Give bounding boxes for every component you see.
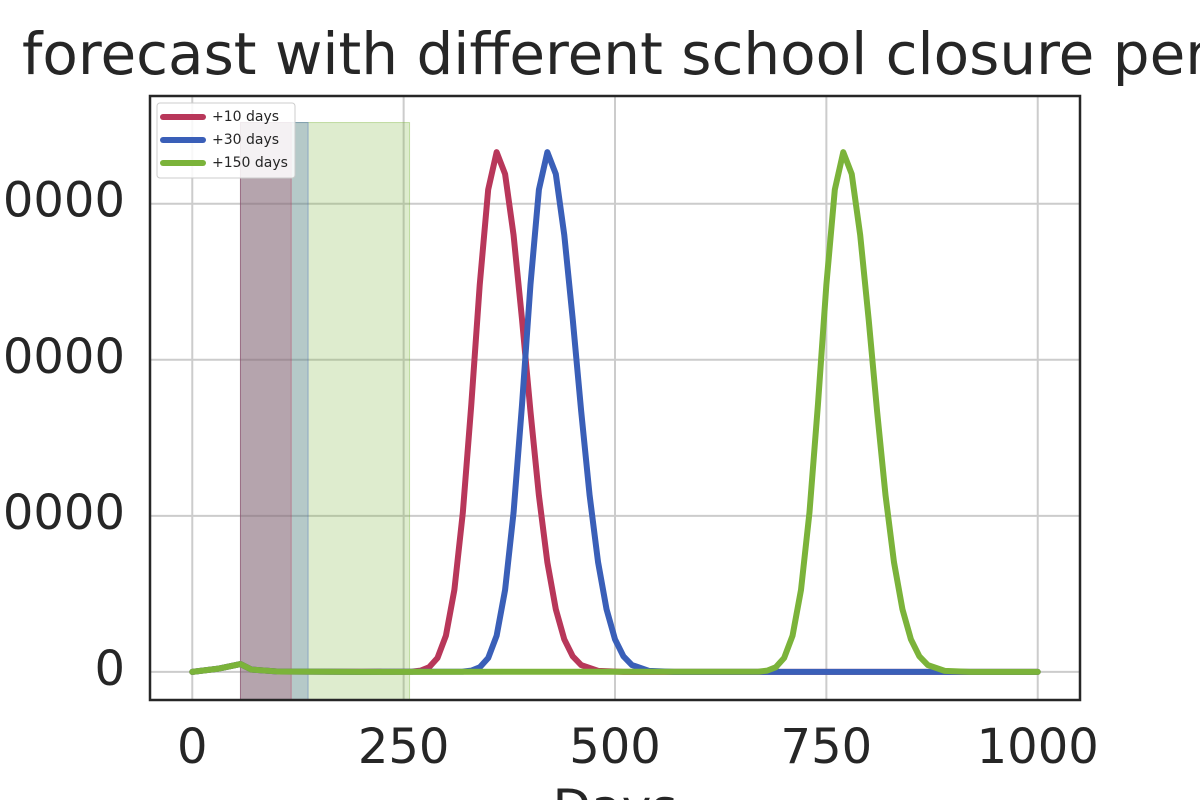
- closure-span: [239, 122, 411, 700]
- x-tick-label: 250: [358, 719, 450, 775]
- legend-box: [156, 102, 296, 179]
- legend-label: +150 days: [212, 155, 288, 171]
- closure-span: [239, 122, 309, 700]
- y-tick-label: 0: [94, 641, 125, 697]
- plot-frame: [148, 94, 1082, 702]
- closure-span: [239, 122, 292, 700]
- y-tick-label: 200000: [0, 329, 125, 385]
- chart-title: forecast with different school closure p…: [22, 20, 1200, 88]
- x-tick-label: 500: [569, 719, 661, 775]
- x-axis-label: Days: [553, 779, 678, 800]
- x-tick-label: 750: [781, 719, 873, 775]
- x-tick-label: 1000: [977, 719, 1099, 775]
- legend: +10 days +30 days +150 days: [156, 102, 296, 179]
- x-tick-label: 0: [177, 719, 208, 775]
- legend-label: +10 days: [212, 109, 279, 125]
- plot-area: [189, 122, 1041, 700]
- legend-label: +30 days: [212, 132, 279, 148]
- y-tick-label: 300000: [0, 173, 125, 229]
- series-line: [189, 149, 1041, 675]
